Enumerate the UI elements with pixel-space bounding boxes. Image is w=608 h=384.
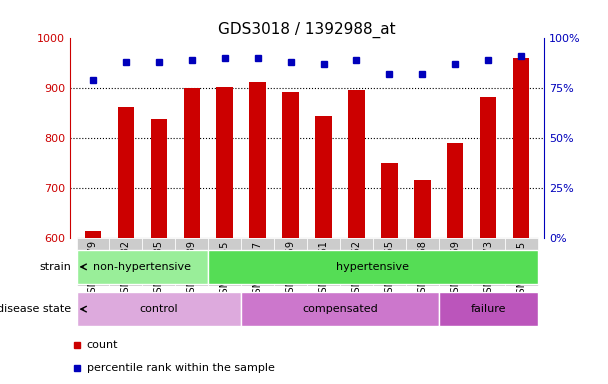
Text: GSM180059: GSM180059	[286, 240, 295, 300]
Bar	[513, 58, 530, 238]
Text: count: count	[86, 339, 118, 350]
Text: GSM180073: GSM180073	[483, 240, 493, 300]
Text: GSM180069: GSM180069	[451, 240, 460, 300]
Bar	[439, 292, 537, 326]
Bar	[85, 230, 101, 238]
Bar	[216, 87, 233, 238]
Bar	[406, 238, 439, 286]
Text: GSM180079: GSM180079	[88, 240, 98, 300]
Bar	[142, 238, 175, 286]
Text: GSM180068: GSM180068	[417, 240, 427, 300]
Text: GSM180065: GSM180065	[384, 240, 395, 300]
Bar	[208, 250, 537, 284]
Bar	[472, 238, 505, 286]
Bar	[316, 116, 332, 238]
Bar	[77, 238, 109, 286]
Bar	[307, 238, 340, 286]
Bar	[282, 92, 299, 238]
Text: hypertensive: hypertensive	[336, 262, 409, 272]
Text: percentile rank within the sample: percentile rank within the sample	[86, 363, 274, 373]
Text: GSM180085: GSM180085	[154, 240, 164, 300]
Bar	[241, 238, 274, 286]
Bar	[505, 238, 537, 286]
Text: disease state: disease state	[0, 304, 72, 314]
Text: compensated: compensated	[302, 304, 378, 314]
Text: GSM178755: GSM178755	[219, 240, 230, 300]
Text: GSM180075: GSM180075	[516, 240, 526, 300]
Bar	[249, 82, 266, 238]
Bar	[208, 238, 241, 286]
Title: GDS3018 / 1392988_at: GDS3018 / 1392988_at	[218, 22, 396, 38]
Bar	[241, 292, 439, 326]
Bar	[151, 119, 167, 238]
Bar	[447, 143, 463, 238]
Text: failure: failure	[471, 304, 506, 314]
Text: GSM180089: GSM180089	[187, 240, 197, 300]
Bar	[340, 238, 373, 286]
Text: GSM180082: GSM180082	[121, 240, 131, 300]
Text: strain: strain	[40, 262, 72, 272]
Bar	[348, 90, 365, 238]
Text: GSM180061: GSM180061	[319, 240, 328, 300]
Bar	[77, 292, 241, 326]
Bar	[184, 88, 200, 238]
Bar	[439, 238, 472, 286]
Text: non-hypertensive: non-hypertensive	[94, 262, 192, 272]
Text: control: control	[139, 304, 178, 314]
Bar	[77, 250, 208, 284]
Text: GSM180057: GSM180057	[253, 240, 263, 300]
Bar	[109, 238, 142, 286]
Bar	[274, 238, 307, 286]
Bar	[480, 97, 496, 238]
Bar	[118, 107, 134, 238]
Text: GSM180062: GSM180062	[351, 240, 361, 300]
Bar	[414, 180, 430, 238]
Bar	[381, 163, 398, 238]
Bar	[175, 238, 208, 286]
Bar	[373, 238, 406, 286]
